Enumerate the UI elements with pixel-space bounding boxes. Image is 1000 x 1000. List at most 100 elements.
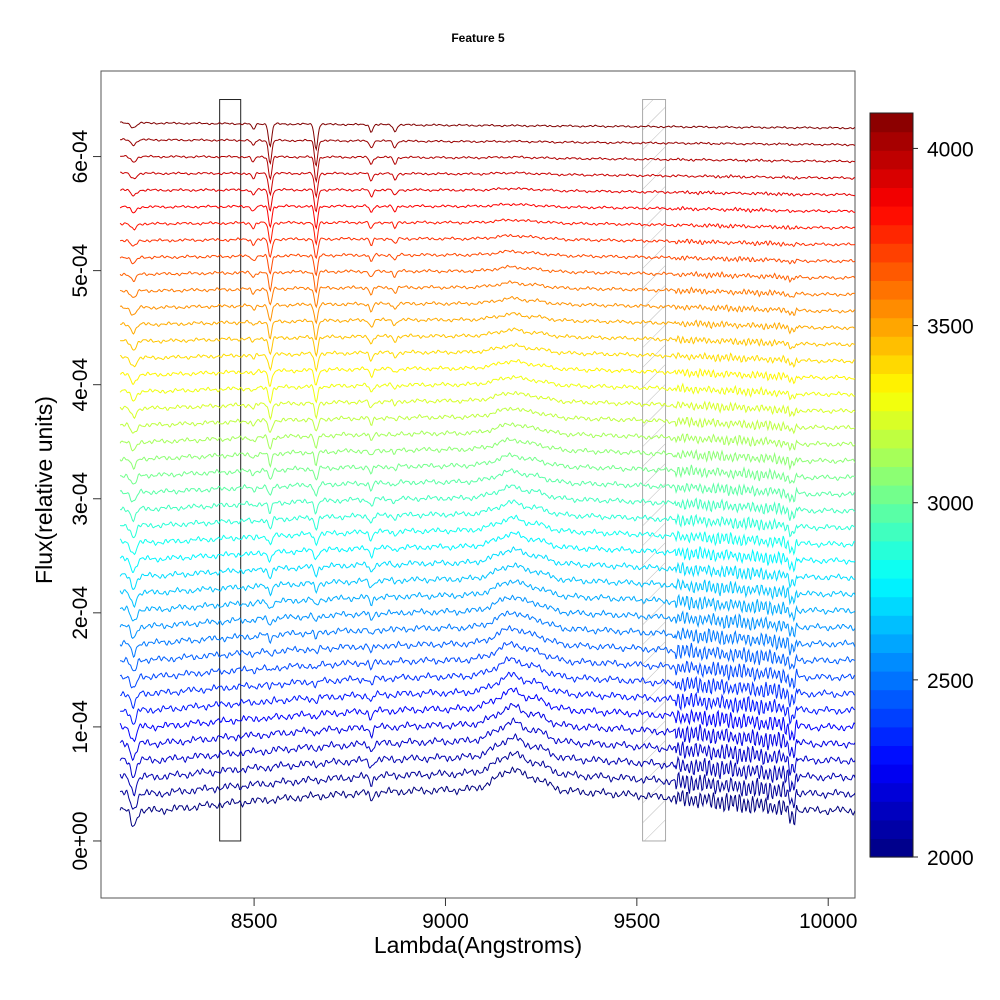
spectrum-line bbox=[119, 750, 855, 810]
chart-title: Feature 5 bbox=[451, 31, 505, 45]
colorbar-segment bbox=[870, 113, 913, 133]
spectrum-line bbox=[119, 640, 855, 690]
x-tick-label: 8500 bbox=[231, 910, 278, 933]
colorbar-segment bbox=[870, 392, 913, 412]
spectrum-line bbox=[119, 703, 855, 762]
x-tick-label: 9500 bbox=[613, 910, 660, 933]
colorbar-segment bbox=[870, 522, 913, 542]
spectrum-line bbox=[119, 732, 855, 797]
colorbar-segment bbox=[870, 745, 913, 765]
colorbar-segment bbox=[870, 150, 913, 170]
colorbar-tick-label: 3000 bbox=[927, 493, 974, 516]
spectrum-line bbox=[120, 171, 855, 199]
colorbar-segment bbox=[870, 801, 913, 821]
colorbar-tick-label: 2500 bbox=[927, 670, 974, 693]
spectrum-line bbox=[119, 264, 855, 294]
y-axis: 0e+00 1e-04 2e-04 3e-04 4e-04 5e-04 6e-04 bbox=[69, 129, 101, 870]
spectrum-line bbox=[119, 717, 855, 779]
colorbar-tick-label: 4000 bbox=[927, 138, 974, 161]
spectrum-line bbox=[119, 437, 855, 471]
spectrum-line bbox=[120, 671, 855, 726]
spectrum-line bbox=[119, 375, 855, 405]
spectrum-line bbox=[119, 342, 855, 373]
y-tick-label: 4e-04 bbox=[69, 358, 92, 412]
spectrum-line bbox=[119, 594, 855, 639]
spectrum-line bbox=[119, 766, 855, 828]
spectrum-line bbox=[120, 154, 855, 184]
y-tick-label: 2e-04 bbox=[69, 586, 92, 640]
colorbar-segment bbox=[870, 615, 913, 635]
colorbar-segment bbox=[870, 447, 913, 467]
colorbar-segment bbox=[870, 708, 913, 728]
colorbar-segment bbox=[870, 429, 913, 449]
colorbar-segment bbox=[870, 280, 913, 300]
spectrum-line bbox=[119, 280, 855, 309]
spectra-series bbox=[119, 121, 855, 828]
spectrum-line bbox=[119, 530, 855, 573]
spectrum-line bbox=[119, 296, 855, 325]
y-tick-label: 1e-04 bbox=[69, 700, 92, 754]
spectrum-line bbox=[119, 687, 855, 743]
colorbar-segment bbox=[870, 187, 913, 207]
spectrum-line bbox=[119, 187, 855, 213]
x-axis-label: Lambda(Angstroms) bbox=[374, 932, 582, 958]
spectrum-line bbox=[119, 422, 855, 452]
colorbar-segment bbox=[870, 782, 913, 802]
colorbar-segment bbox=[870, 206, 913, 226]
colorbar-segment bbox=[870, 261, 913, 281]
colorbar: 2000 2500 3000 3500 4000 bbox=[869, 112, 974, 870]
y-tick-label: 6e-04 bbox=[69, 129, 92, 183]
spectrum-line bbox=[119, 624, 855, 672]
x-tick-label: 10000 bbox=[799, 910, 857, 933]
colorbar-segment bbox=[870, 540, 913, 560]
colorbar-segment bbox=[870, 652, 913, 672]
spectrum-line bbox=[119, 121, 855, 152]
spectrum-line bbox=[119, 468, 855, 504]
y-axis-label: Flux(relative units) bbox=[31, 396, 57, 584]
spectrum-line bbox=[120, 138, 855, 168]
spectrum-line bbox=[119, 406, 855, 435]
colorbar-segment bbox=[870, 596, 913, 616]
colorbar-segment bbox=[870, 671, 913, 691]
colorbar-segment bbox=[870, 243, 913, 263]
x-tick-label: 9000 bbox=[422, 910, 469, 933]
colorbar-segment bbox=[870, 299, 913, 319]
colorbar-segment bbox=[870, 336, 913, 356]
spectrum-line bbox=[119, 312, 855, 341]
colorbar-segment bbox=[870, 559, 913, 579]
colorbar-segment bbox=[870, 466, 913, 486]
spectrum-line bbox=[120, 499, 855, 539]
colorbar-segment bbox=[870, 764, 913, 784]
colorbar-segment bbox=[870, 726, 913, 746]
colorbar-segment bbox=[870, 578, 913, 598]
spectrum-line bbox=[119, 610, 855, 659]
plot-frame bbox=[100, 70, 856, 899]
spectrum-line bbox=[119, 359, 855, 387]
spectrum-line bbox=[120, 327, 855, 358]
colorbar-tick-label: 2000 bbox=[927, 847, 974, 870]
spectrum-line bbox=[119, 484, 855, 523]
colorbar-segment bbox=[870, 633, 913, 653]
spectrum-line bbox=[119, 562, 855, 609]
spectrum-line bbox=[119, 546, 855, 590]
colorbar-segment bbox=[870, 503, 913, 523]
spectrum-line bbox=[120, 655, 855, 710]
colorbar-segment bbox=[870, 373, 913, 393]
y-tick-label: 5e-04 bbox=[69, 243, 92, 297]
colorbar-segment bbox=[870, 689, 913, 709]
spectrum-line bbox=[119, 391, 855, 421]
colorbar-segment bbox=[870, 410, 913, 430]
y-tick-label: 3e-04 bbox=[69, 472, 92, 526]
colorbar-segment bbox=[870, 485, 913, 505]
spectrum-line bbox=[119, 579, 855, 623]
colorbar-segment bbox=[870, 838, 913, 858]
colorbar-segment bbox=[870, 168, 913, 188]
colorbar-frame bbox=[869, 112, 914, 858]
colorbar-segment bbox=[870, 819, 913, 839]
spectrum-line bbox=[119, 249, 855, 277]
spectrum-line bbox=[119, 218, 855, 246]
x-axis: 8500 9000 9500 10000 bbox=[231, 898, 857, 933]
spectrum-line bbox=[119, 514, 855, 556]
colorbar-segment bbox=[870, 317, 913, 337]
colorbar-segment bbox=[870, 131, 913, 151]
